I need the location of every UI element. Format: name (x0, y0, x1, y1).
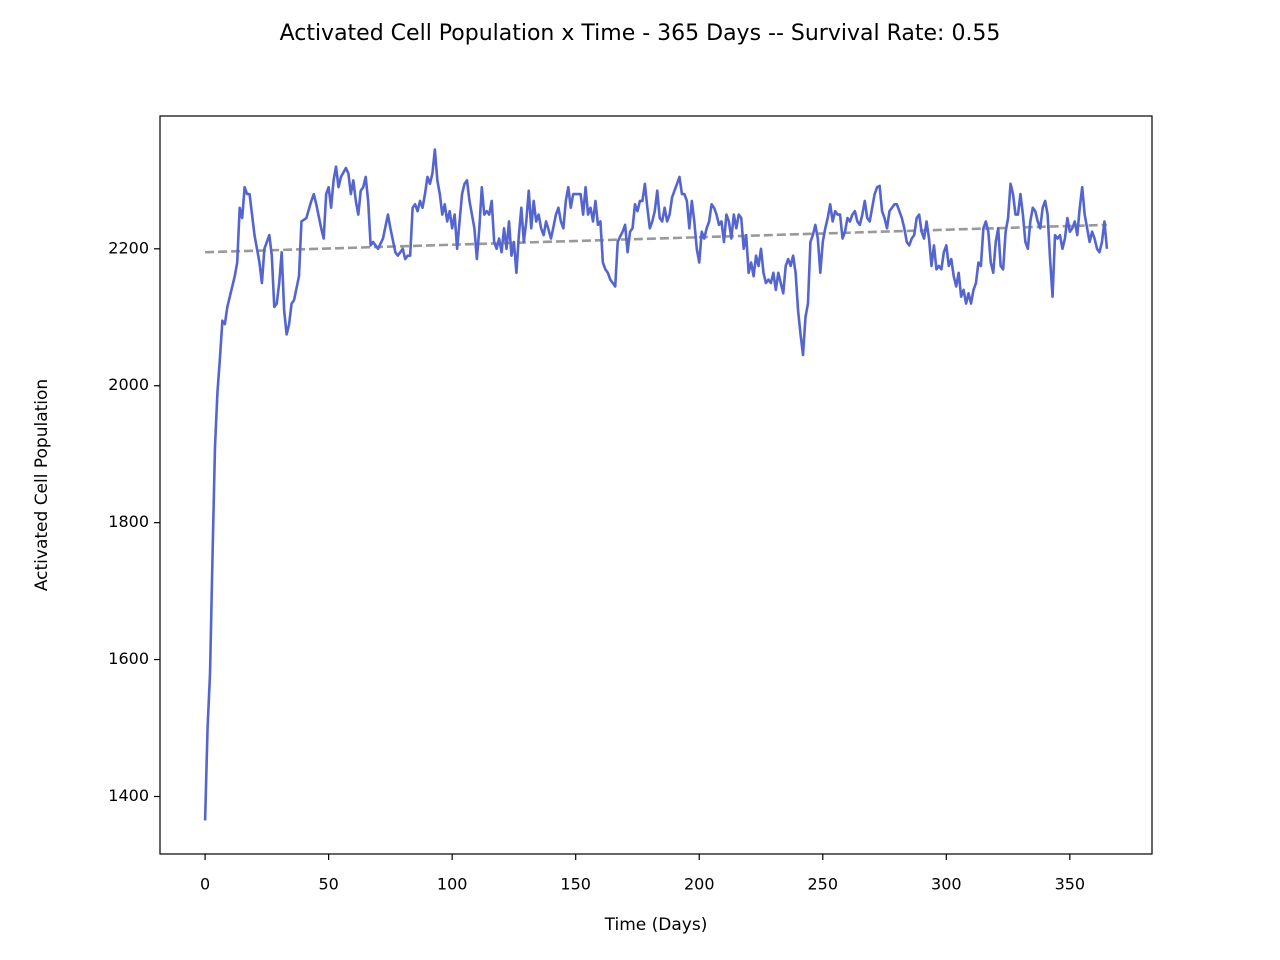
y-tick-label: 2000 (108, 375, 149, 394)
x-tick-label: 300 (931, 875, 962, 894)
x-tick-label: 0 (200, 875, 210, 894)
x-tick-label: 100 (437, 875, 468, 894)
plot-frame (159, 115, 1153, 855)
data-line (203, 148, 1109, 821)
y-axis-label: Activated Cell Population (32, 379, 52, 591)
y-tick-label: 1600 (108, 649, 149, 668)
y-tick-label: 2200 (108, 238, 149, 257)
x-tick-label: 200 (684, 875, 715, 894)
x-tick-label: 250 (808, 875, 839, 894)
y-tick-label: 1800 (108, 512, 149, 531)
trend-line (205, 223, 1107, 254)
y-tick-label: 1400 (108, 786, 149, 805)
x-axis-label: Time (Days) (604, 915, 708, 935)
x-tick-label: 50 (318, 875, 338, 894)
chart-title: Activated Cell Population x Time - 365 D… (280, 21, 1001, 46)
x-tick-label: 350 (1055, 875, 1086, 894)
x-tick-label: 150 (560, 875, 591, 894)
